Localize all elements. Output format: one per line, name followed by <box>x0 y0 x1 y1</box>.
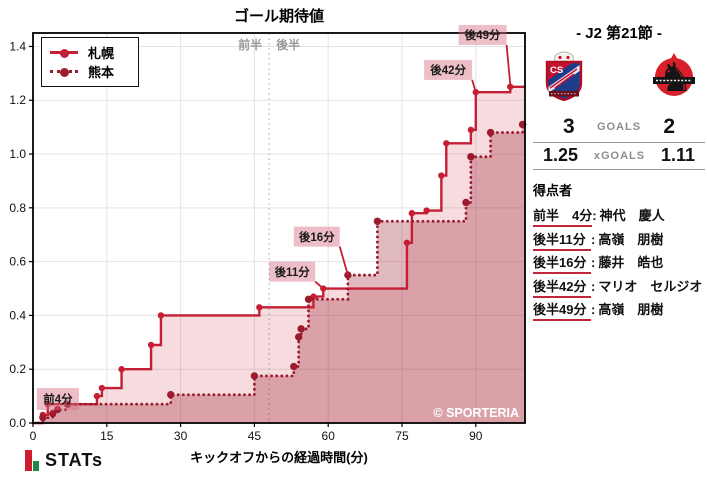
x-tick-label: 60 <box>322 429 336 443</box>
legend-label-kumamoto: 熊本 <box>88 65 115 80</box>
y-tick-label: 1.2 <box>9 93 26 107</box>
scorer-name: 藤井 皓也 <box>598 255 664 270</box>
plot-border <box>32 32 526 424</box>
annotation-leader-line <box>505 44 512 85</box>
chart-title: ゴール期待値 <box>233 8 324 25</box>
legend-label-sapporo: 札幌 <box>88 46 115 61</box>
legend: 札幌 熊本 <box>41 37 139 87</box>
match-summary-sidebar: - J2 第21節 - CS ♞ <box>533 22 705 323</box>
xg-step-chart: 前半 後半 0 15 30 45 60 75 90 0.0 0.2 0.4 0.6 0.8 1.0 1.2 1.… <box>9 24 527 443</box>
goal-annotation: 後16分 <box>293 226 349 276</box>
goal-annotation: 後49分 <box>458 24 512 85</box>
legend-item-kumamoto: 熊本 <box>50 62 130 81</box>
legend-item-sapporo: 札幌 <box>50 43 130 62</box>
annotation-leader-line <box>338 246 349 276</box>
scorer-row: 後半49分: 高嶺 朋樹 <box>533 299 705 323</box>
y-tick-label: 0.8 <box>9 201 26 215</box>
sporteria-watermark: © SPORTERIA <box>433 406 519 420</box>
annotation-leader-line <box>471 79 477 93</box>
divider <box>533 169 705 170</box>
scorer-row: 後半11分: 高嶺 朋樹 <box>533 229 705 253</box>
x-axis-label: キックオフからの経過時間(分) <box>190 450 368 465</box>
kumamoto-xg-area <box>33 124 525 423</box>
annotation-label: 前4分 <box>43 392 73 406</box>
annotation-box <box>293 226 340 247</box>
goals-label: GOALS <box>596 121 642 133</box>
scorer-time: 後半42分 <box>533 276 591 298</box>
y-tick-label: 0.6 <box>9 255 26 269</box>
consadole-sapporo-logo: CS <box>545 51 583 101</box>
roasso-kumamoto-logo: ♞ <box>653 53 695 101</box>
away-xgoals: 1.11 <box>660 145 695 165</box>
scorer-name: 高嶺 朋樹 <box>598 302 664 317</box>
divider <box>533 142 705 143</box>
annotation-box <box>269 261 316 282</box>
home-xgoals: 1.25 <box>543 145 579 165</box>
x-tick-label: 30 <box>174 429 188 443</box>
scorer-time: 後半11分 <box>533 229 591 251</box>
annotation-label: 後42分 <box>430 63 466 77</box>
goal-annotation: 前4分 <box>36 388 79 414</box>
home-goals: 3 <box>563 115 575 138</box>
stats-logo-text: STATs <box>45 450 103 470</box>
match-header: - J2 第21節 - <box>576 25 662 42</box>
scorer-time: 前半 4分 <box>533 205 593 227</box>
y-tick-label: 0.0 <box>9 416 26 430</box>
scorers-list: 前半 4分: 神代 慶人 後半11分: 高嶺 朋樹 後半16分: 藤井 皓也 後半42分: マ… <box>533 205 705 323</box>
x-tick-label: 90 <box>469 429 483 443</box>
scorer-row: 後半42分: マリオ セルジオ <box>533 276 705 300</box>
x-tick-label: 0 <box>30 429 37 443</box>
scorers-title: 得点者 <box>533 183 573 198</box>
goal-annotation: 後42分 <box>424 59 477 93</box>
x-tick-label: 75 <box>395 429 409 443</box>
goal-annotation: 後11分 <box>269 261 324 290</box>
y-tick-label: 0.2 <box>9 362 26 376</box>
scorer-time: 後半16分 <box>533 252 591 274</box>
scorer-colon: : <box>591 302 596 317</box>
scorer-time: 後半49分 <box>533 299 591 321</box>
annotation-label: 後49分 <box>465 28 501 42</box>
first-half-label: 前半 <box>238 37 262 52</box>
scorer-name: マリオ セルジオ <box>598 278 703 294</box>
x-tick-label: 15 <box>100 429 114 443</box>
score-row: 3 GOALS 2 <box>533 115 705 139</box>
xgoals-label: xGOALS <box>593 149 646 162</box>
scorer-name: 神代 慶人 <box>599 208 665 223</box>
scorer-colon: : <box>592 208 597 223</box>
annotation-box <box>36 388 79 411</box>
y-tick-label: 1.0 <box>9 147 26 161</box>
annotation-box <box>458 24 507 45</box>
svg-text:CS: CS <box>550 65 563 76</box>
xg-chart-panel: ゴール期待値 前半 後半 0 15 30 45 60 75 90 0.0 0.2 0.4 0.6 0.8 1… <box>9 8 527 471</box>
annotation-leader-line <box>314 280 324 290</box>
away-goals: 2 <box>663 115 675 138</box>
second-half-label: 後半 <box>276 37 300 52</box>
scorer-colon: : <box>591 278 596 294</box>
annotation-box <box>424 59 473 80</box>
annotation-label: 後11分 <box>275 265 311 279</box>
stats-logo: STATs <box>25 450 103 471</box>
kumamoto-line-sample-icon <box>50 68 78 77</box>
xgoals-row: 1.25 xGOALS 1.11 <box>533 145 705 166</box>
annotation-label: 後16分 <box>299 230 335 244</box>
y-tick-label: 1.4 <box>9 39 26 53</box>
scorer-name: 高嶺 朋樹 <box>598 231 664 247</box>
team-logos-row: CS ♞ <box>533 51 705 101</box>
bar-chart-icon <box>25 450 40 471</box>
y-tick-label: 0.4 <box>9 308 26 322</box>
gridlines <box>32 33 525 424</box>
scorer-colon: : <box>591 231 596 247</box>
x-tick-label: 45 <box>248 429 262 443</box>
sapporo-line-sample-icon <box>50 49 78 58</box>
scorer-row: 後半16分: 藤井 皓也 <box>533 252 705 276</box>
scorer-colon: : <box>591 255 596 270</box>
scorer-row: 前半 4分: 神代 慶人 <box>533 205 705 229</box>
sapporo-xg-area <box>33 86 525 424</box>
